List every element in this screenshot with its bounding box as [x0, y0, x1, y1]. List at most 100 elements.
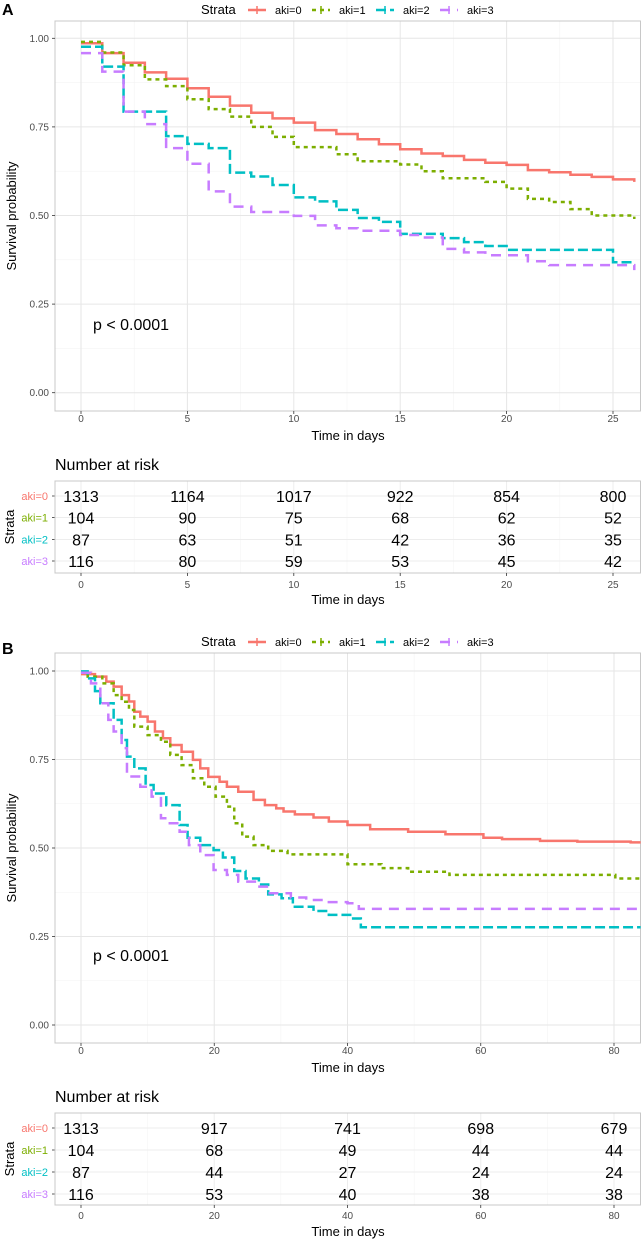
risk-table-x-tick-label: 25: [607, 580, 619, 591]
legend: Strata aki=0 aki=1 aki=2 aki=3: [201, 2, 494, 17]
risk-table-x-tick-label: 20: [501, 580, 513, 591]
survival-curve-aki-3: [81, 51, 636, 271]
risk-table-cell: 45: [498, 554, 516, 571]
risk-table-title: Number at risk: [55, 457, 160, 474]
risk-table-strata-label: aki=2: [21, 535, 48, 547]
risk-table-cell: 90: [179, 511, 197, 528]
risk-table-cell: 116: [68, 554, 94, 571]
x-tick-label: 40: [342, 1046, 354, 1057]
survival-curve-aki-0: [81, 672, 641, 844]
y-tick-label: 1.00: [30, 667, 50, 678]
risk-table-cell: 53: [391, 554, 409, 571]
risk-table-strata-label: aki=3: [21, 1189, 48, 1201]
y-tick-label: 0.50: [30, 844, 50, 855]
legend-item-label: aki=0: [275, 637, 302, 649]
legend: Strata aki=0 aki=1 aki=2 aki=3: [201, 634, 494, 649]
y-tick-label: 0.25: [30, 932, 50, 943]
plot-area: 0.00 0.25 0.50 0.75 1.00 0 5 10 15 20 25 Time in da…: [4, 20, 641, 443]
risk-table-strata-label: aki=1: [21, 513, 48, 525]
y-axis-title: Survival probability: [4, 793, 19, 903]
p-value-annotation: p < 0.0001: [93, 317, 169, 334]
risk-table-cell: 62: [498, 511, 516, 528]
y-tick-label: 0.50: [30, 211, 50, 222]
risk-table-cell: 38: [472, 1187, 490, 1204]
risk-table-x-axis-title: Time in days: [311, 1224, 385, 1239]
legend-item-label: aki=3: [467, 5, 494, 17]
risk-table-cell: 52: [604, 511, 622, 528]
risk-table-cell: 75: [285, 511, 303, 528]
x-tick-label: 5: [185, 414, 191, 425]
risk-table-cell: 87: [72, 1165, 90, 1182]
risk-table-cell: 679: [601, 1121, 628, 1138]
x-tick-label: 10: [288, 414, 300, 425]
risk-table-cell: 1017: [276, 489, 312, 506]
risk-table-cell: 104: [68, 1143, 95, 1160]
risk-table-cell: 922: [387, 489, 414, 506]
risk-table-x-tick-label: 5: [185, 580, 191, 591]
risk-table-cell: 1313: [63, 489, 99, 506]
y-tick-label: 1.00: [30, 34, 50, 45]
risk-table-x-axis-title: Time in days: [311, 592, 385, 607]
risk-table-strata-label: aki=1: [21, 1145, 48, 1157]
risk-table-x-tick-label: 80: [608, 1211, 620, 1222]
risk-table-cell: 741: [334, 1121, 361, 1138]
y-tick-label: 0.25: [30, 300, 50, 311]
x-axis-title: Time in days: [311, 1060, 385, 1075]
x-tick-label: 20: [501, 414, 513, 425]
risk-table-cell: 68: [391, 511, 409, 528]
risk-table-x-tick-label: 40: [342, 1211, 354, 1222]
p-value-annotation: p < 0.0001: [93, 948, 169, 965]
risk-table-cell: 1313: [63, 1121, 99, 1138]
risk-table-cell: 104: [68, 511, 95, 528]
risk-table-cell: 116: [68, 1187, 94, 1204]
x-tick-label: 25: [607, 414, 619, 425]
panel-label-b: B: [2, 641, 14, 658]
risk-table-cell: 27: [339, 1165, 357, 1182]
risk-table-strata-label: aki=3: [21, 556, 48, 568]
x-tick-label: 20: [209, 1046, 221, 1057]
risk-table-x-tick-label: 10: [288, 580, 300, 591]
risk-table-cell: 38: [605, 1187, 623, 1204]
risk-table-cell: 42: [604, 554, 622, 571]
risk-table-strata-label: aki=0: [21, 491, 48, 503]
x-tick-label: 60: [475, 1046, 487, 1057]
legend-item-label: aki=1: [339, 637, 366, 649]
risk-table-title: Number at risk: [55, 1089, 160, 1106]
risk-table-cell: 51: [285, 533, 303, 550]
legend-item-label: aki=3: [467, 637, 494, 649]
legend-title: Strata: [201, 2, 236, 17]
x-tick-label: 15: [395, 414, 407, 425]
risk-table-x-tick-label: 15: [395, 580, 407, 591]
risk-table-x-tick-label: 60: [475, 1211, 487, 1222]
risk-table-cell: 87: [72, 533, 90, 550]
legend-item-label: aki=2: [403, 637, 430, 649]
x-tick-label: 0: [78, 1046, 84, 1057]
y-tick-label: 0.00: [30, 388, 50, 399]
risk-table-x-tick-label: 0: [78, 1211, 84, 1222]
risk-table-cell: 24: [472, 1165, 490, 1182]
legend-item-label: aki=0: [275, 5, 302, 17]
legend-item-label: aki=2: [403, 5, 430, 17]
risk-table-x-tick-label: 20: [209, 1211, 221, 1222]
risk-table-cell: 35: [604, 533, 622, 550]
survival-curve-aki-2: [81, 670, 641, 929]
risk-table-border: [54, 480, 641, 574]
risk-table-strata-label: aki=0: [21, 1123, 48, 1135]
x-axis-title: Time in days: [311, 428, 385, 443]
risk-table-cell: 24: [605, 1165, 623, 1182]
panel-a: Strata aki=0 aki=1 aki=2 aki=30.000.250.500.…: [2, 2, 641, 607]
risk-table-cell: 80: [179, 554, 197, 571]
panel-b: Strata aki=0 aki=1 aki=2 aki=30.000.250.500.…: [2, 634, 641, 1239]
risk-table-cell: 36: [498, 533, 516, 550]
y-axis-title: Survival probability: [4, 161, 19, 271]
y-tick-label: 0.00: [30, 1021, 50, 1032]
risk-table: Number at risk aki=0 1313 917 741 698 679 aki=1…: [2, 1089, 641, 1239]
survival-curve-aki-3: [81, 671, 641, 911]
x-tick-label: 80: [608, 1046, 620, 1057]
legend-item-label: aki=1: [339, 5, 366, 17]
risk-table-cell: 53: [205, 1187, 223, 1204]
risk-table-cell: 1164: [170, 489, 205, 506]
risk-table-cell: 44: [605, 1143, 623, 1160]
